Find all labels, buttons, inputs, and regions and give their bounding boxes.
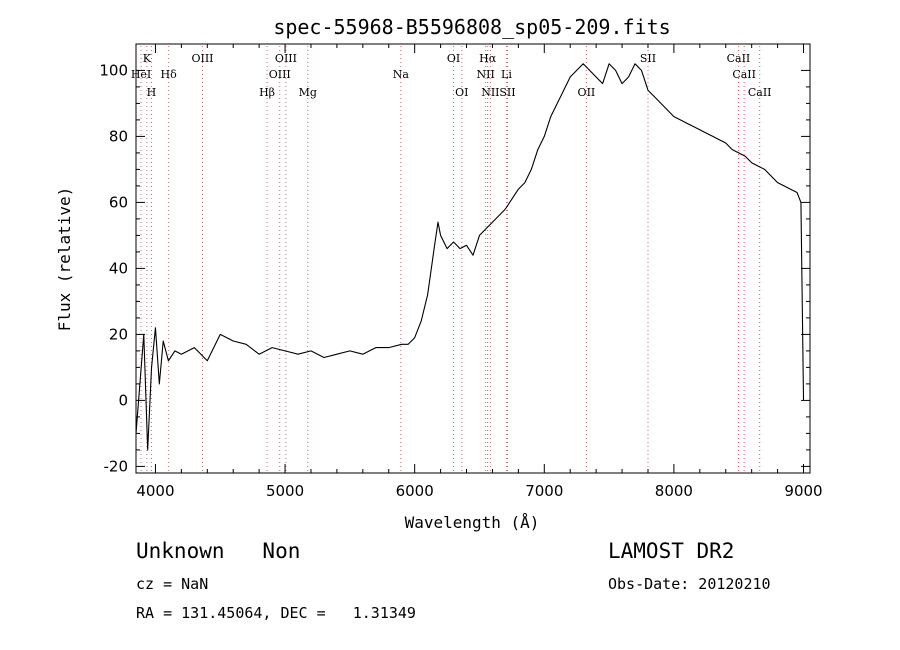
spectral-line-label: SII <box>640 52 656 65</box>
spectral-line-label: CaII <box>732 68 756 81</box>
spectral-line-label: Mg <box>299 86 317 99</box>
spectral-line-label: OI <box>455 86 468 99</box>
y-axis-label: Flux (relative) <box>55 187 74 332</box>
spectral-line-label: Li <box>501 68 512 81</box>
coordinates: RA = 131.45064, DEC = 1.31349 <box>136 604 416 622</box>
spectral-line-label: OII <box>578 86 596 99</box>
spectrum-line <box>135 63 805 451</box>
spectral-line-label: OIII <box>275 52 297 65</box>
survey-name: LAMOST DR2 <box>608 539 735 563</box>
spectral-line-label: OIII <box>269 68 291 81</box>
axis-ticks: 4000 5000 6000 7000 8000 9000 -20 0 20 40 60 80 100 <box>99 44 823 500</box>
spectral-line-label: Hβ <box>259 86 275 99</box>
y-tick-label: 60 <box>109 193 128 211</box>
spectral-line-label: OIII <box>191 52 213 65</box>
x-tick-label: 5000 <box>266 482 304 500</box>
spectral-line-label: Na <box>393 68 410 81</box>
plot-frame <box>135 43 811 474</box>
observation-date: Obs-Date: 20120210 <box>608 575 771 593</box>
y-tick-label: 80 <box>109 127 128 145</box>
y-tick-label: 20 <box>109 325 128 343</box>
spectral-line-label: NII <box>477 68 495 81</box>
spectral-line-label: Hδ <box>161 68 178 81</box>
redshift-value: cz = NaN <box>136 575 209 593</box>
y-tick-label: 100 <box>99 61 128 79</box>
x-axis-label: Wavelength (Å) <box>405 513 540 532</box>
spectral-line-label: SII <box>499 86 515 99</box>
x-tick-label: 9000 <box>784 482 822 500</box>
spectral-line-label: NII <box>481 86 499 99</box>
y-tick-label: 40 <box>109 259 128 277</box>
plot-area-border <box>135 43 811 474</box>
spectral-line-label: K <box>143 52 152 65</box>
y-tick-label: 0 <box>118 391 128 409</box>
object-class: Unknown Non <box>136 539 301 563</box>
spectral-line-label: OI <box>447 52 460 65</box>
spectral-line-label: H <box>147 86 157 99</box>
spectral-line-label: CaII <box>748 86 772 99</box>
spectral-line-label: Hα <box>479 52 497 65</box>
spectral-line-label: CaII <box>727 52 751 65</box>
series-group <box>135 63 805 451</box>
y-tick-label: -20 <box>104 457 129 475</box>
x-tick-label: 6000 <box>396 482 434 500</box>
x-tick-label: 7000 <box>525 482 563 500</box>
x-tick-label: 4000 <box>136 482 174 500</box>
x-tick-label: 8000 <box>655 482 693 500</box>
chart-title: spec-55968-B5596808_sp05-209.fits <box>273 15 670 39</box>
